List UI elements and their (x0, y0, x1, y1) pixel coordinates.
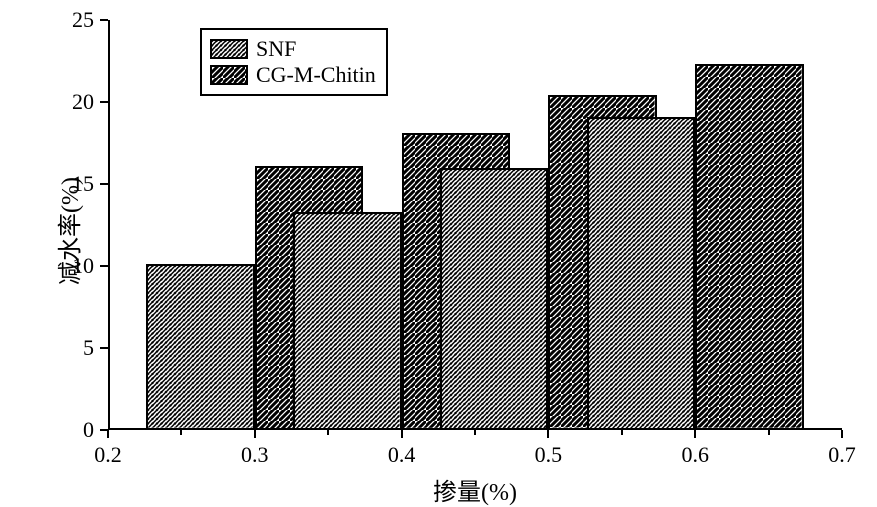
x-minor-tick (621, 430, 623, 435)
bar (146, 264, 255, 430)
legend: SNF CG-M-Chitin (200, 28, 388, 96)
y-tick (100, 101, 108, 103)
x-tick-label: 0.7 (828, 442, 856, 468)
x-tick (254, 430, 256, 438)
legend-label: SNF (256, 36, 296, 62)
bar (587, 117, 696, 430)
legend-swatch-snf (210, 39, 248, 59)
x-tick-label: 0.2 (94, 442, 122, 468)
y-tick-label: 25 (72, 7, 94, 33)
y-tick (100, 265, 108, 267)
x-minor-tick (180, 430, 182, 435)
x-tick (401, 430, 403, 438)
y-tick (100, 183, 108, 185)
x-minor-tick (768, 430, 770, 435)
x-tick (841, 430, 843, 438)
y-tick-label: 5 (83, 335, 94, 361)
x-tick (547, 430, 549, 438)
bar (293, 212, 402, 430)
legend-row: SNF (210, 36, 376, 62)
y-axis-label: 减水率(%) (50, 177, 85, 285)
y-tick-label: 0 (83, 417, 94, 443)
x-axis-label: 掺量(%) (433, 472, 517, 507)
x-tick (694, 430, 696, 438)
y-tick (100, 19, 108, 21)
legend-swatch-cg (210, 65, 248, 85)
bar (695, 64, 804, 430)
x-minor-tick (474, 430, 476, 435)
x-minor-tick (327, 430, 329, 435)
legend-row: CG-M-Chitin (210, 62, 376, 88)
y-tick (100, 429, 108, 431)
legend-label: CG-M-Chitin (256, 62, 376, 88)
x-tick-label: 0.6 (681, 442, 709, 468)
x-tick (107, 430, 109, 438)
x-tick-label: 0.4 (388, 442, 416, 468)
x-tick-label: 0.5 (535, 442, 563, 468)
y-tick (100, 347, 108, 349)
bar (440, 168, 549, 430)
x-tick-label: 0.3 (241, 442, 269, 468)
chart-root: 0.20.30.40.50.60.70510152025 掺量(%) 减水率(%… (0, 0, 877, 507)
y-tick-label: 20 (72, 89, 94, 115)
